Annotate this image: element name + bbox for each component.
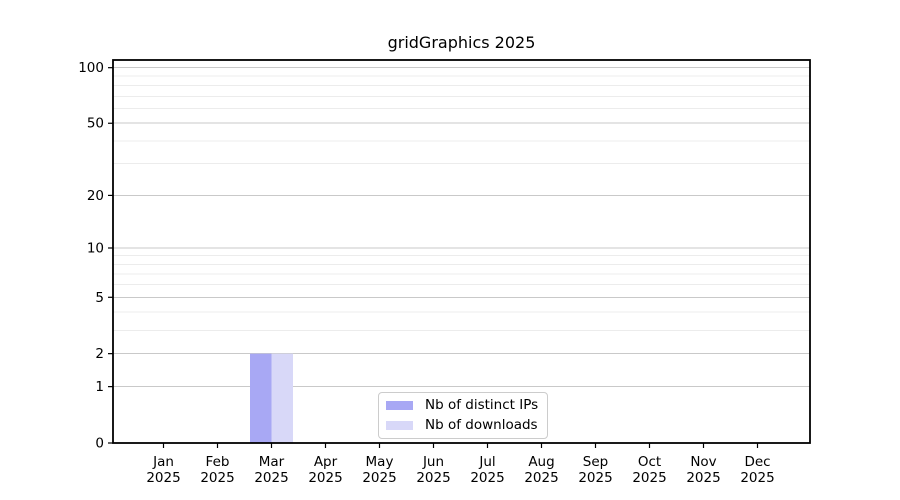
x-tick-label: Aug 2025 <box>524 454 558 486</box>
legend-item-distinct-ips: Nb of distinct IPs <box>386 397 538 414</box>
x-tick-label: Dec 2025 <box>740 454 774 486</box>
x-tick-label: Jun 2025 <box>416 454 450 486</box>
y-tick-label: 10 <box>87 240 104 256</box>
y-tick-label: 1 <box>95 379 104 395</box>
legend-label-distinct-ips: Nb of distinct IPs <box>425 397 539 413</box>
legend: Nb of distinct IPs Nb of downloads <box>378 392 549 439</box>
chart-title: gridGraphics 2025 <box>387 33 536 52</box>
x-tick-label: Jan 2025 <box>146 454 180 486</box>
bar-mar-series0 <box>250 353 272 443</box>
x-tick-label: Oct 2025 <box>632 454 666 486</box>
legend-swatch-distinct-ips <box>386 401 413 410</box>
bar-mar-series1 <box>271 353 293 443</box>
x-tick-label: Nov 2025 <box>686 454 720 486</box>
y-tick-label: 50 <box>87 116 104 132</box>
x-tick-label: Mar 2025 <box>254 454 288 486</box>
legend-item-downloads: Nb of downloads <box>386 417 538 434</box>
x-tick-label: Apr 2025 <box>308 454 342 486</box>
y-tick-label: 20 <box>87 188 104 204</box>
y-tick-label: 100 <box>78 60 104 76</box>
legend-swatch-downloads <box>386 421 413 430</box>
x-tick-label: Jul 2025 <box>470 454 504 486</box>
y-tick-label: 5 <box>95 290 104 306</box>
x-tick-label: Feb 2025 <box>200 454 234 486</box>
x-tick-label: Sep 2025 <box>578 454 612 486</box>
x-tick-label: May 2025 <box>362 454 396 486</box>
y-tick-label: 0 <box>95 436 104 452</box>
y-tick-label: 2 <box>95 346 104 362</box>
plot-border <box>112 59 811 444</box>
legend-label-downloads: Nb of downloads <box>425 417 538 433</box>
